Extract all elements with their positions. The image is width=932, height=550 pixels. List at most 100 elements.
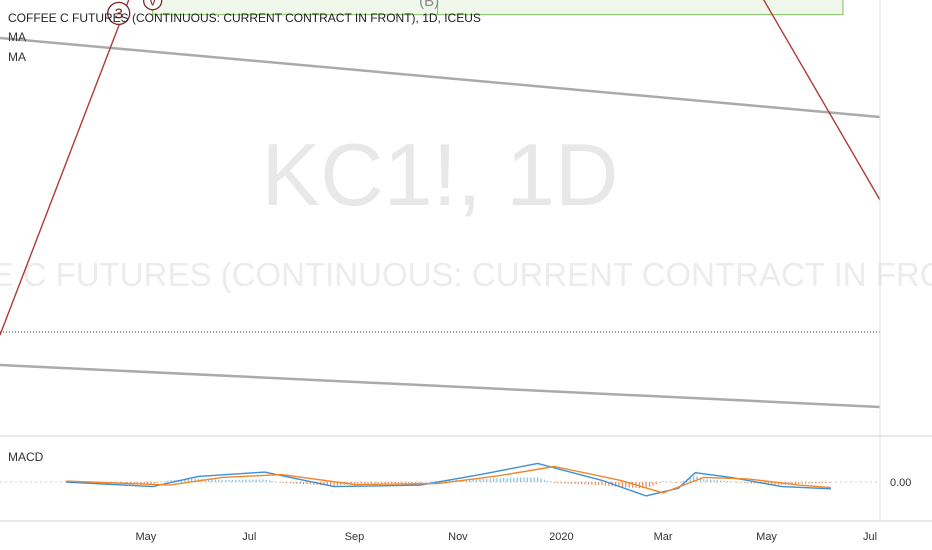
macd-hist-bar: [224, 479, 227, 482]
signal-line: [66, 465, 832, 494]
macd-hist-bar: [777, 482, 780, 485]
watermark-name: COFFEE C FUTURES (CONTINUOUS: CURRENT CO…: [0, 256, 932, 293]
wave-label-5: v: [149, 0, 156, 8]
time-tick-0: May: [135, 531, 156, 543]
legend-ma-1[interactable]: MA: [8, 30, 26, 44]
macd-hist-bar: [570, 482, 573, 484]
macd-hist-bar: [628, 482, 630, 488]
macd-hist-bar: [211, 479, 213, 482]
wave-marker-circle-5: [143, 0, 163, 11]
wave-lines: [0, 0, 881, 336]
wave-label-4: 3: [115, 6, 123, 23]
macd-hist-bar: [357, 482, 359, 484]
macd-hist-bar: [238, 479, 240, 482]
macd-hist-bar: [665, 481, 668, 483]
macd-hist-bar: [245, 479, 247, 482]
macd-hist-bar: [292, 482, 295, 484]
macd-hist-bar: [313, 482, 315, 485]
macd-hist-bar: [323, 482, 325, 486]
macd-hist-bar: [187, 479, 189, 482]
zone-lower: [152, 0, 844, 16]
macd-hist-bar: [214, 479, 217, 482]
macd-hist-bar: [231, 479, 233, 482]
macd-hist-bar: [703, 479, 705, 482]
legend-ma-2[interactable]: MA: [8, 50, 26, 64]
macd-hist-bar: [601, 482, 603, 486]
macd-hist-bar: [709, 479, 712, 482]
macd-hist-bar: [397, 482, 400, 484]
macd-hist-bar: [587, 482, 590, 485]
macd-hist-bar: [163, 481, 166, 482]
time-tick-1: Jul: [242, 531, 256, 543]
macd-hist-bar: [418, 482, 420, 484]
macd-hist-bar: [167, 480, 169, 482]
macd-hist-bar: [696, 476, 698, 482]
macd-hist-bar: [130, 482, 132, 484]
macd-hist-bar: [286, 482, 288, 484]
macd-hist-bar: [306, 482, 308, 485]
macd-hist-bar: [140, 482, 142, 484]
macd-hist-bar: [421, 482, 423, 483]
macd-hist-bar: [241, 479, 244, 482]
watermark-symbol: KC1!, 1D: [261, 125, 618, 224]
macd-hist-bar: [743, 482, 746, 483]
macd-hist-bar: [798, 482, 800, 484]
macd-hist-bar: [146, 482, 149, 484]
macd-hist-bar: [414, 482, 417, 484]
macd-hist-bar: [333, 482, 335, 486]
macd-hist-bar: [465, 479, 467, 482]
macd-hist-bar: [577, 482, 579, 485]
macd-hist-bar: [309, 482, 311, 485]
macd-hist-bar: [750, 482, 752, 484]
channel-lines: [0, 36, 881, 409]
macd-hist-bar: [479, 479, 481, 482]
macd-hist-bar: [591, 482, 593, 485]
macd-hist-bar: [482, 478, 484, 482]
macd-hist-bar: [150, 482, 152, 484]
macd-hist-bar: [818, 482, 820, 484]
macd-hist-bar: [289, 482, 291, 484]
macd-hist-bar: [737, 482, 739, 483]
macd-hist-bar: [360, 482, 362, 484]
macd-hist-bar: [669, 481, 671, 483]
macd-hist-bar: [682, 480, 685, 482]
macd-line: [66, 462, 832, 497]
macd-hist-bar: [299, 482, 301, 484]
macd-hist-bar: [638, 482, 640, 489]
macd-hist-bar: [648, 482, 651, 488]
macd-hist-bar: [408, 482, 410, 484]
macd-hist-bar: [516, 477, 518, 482]
macd-hist-bar: [367, 482, 369, 484]
macd-hist-bar: [543, 479, 545, 482]
macd-hist-bar: [754, 482, 756, 484]
macd-hist-bar: [828, 482, 830, 484]
macd-hist-bar: [581, 482, 583, 485]
macd-hist-bar: [791, 482, 793, 485]
time-tick-5: Mar: [654, 531, 673, 543]
macd-hist-bar: [350, 482, 352, 484]
macd-hist-bar: [340, 482, 342, 486]
macd-hist-bar: [184, 479, 186, 482]
macd-hist-bar: [574, 482, 576, 484]
macd-hist-bar: [275, 481, 278, 483]
macd-hist-bar: [771, 482, 773, 485]
macd-hist-bar: [394, 482, 396, 484]
wave-annotations: 4(C)(A)(B)3vBAiii(ii)(i)(iv)(iii)(v)iii: [107, 0, 439, 26]
macd-hist-bar: [330, 482, 332, 486]
macd-hist-bar: [567, 482, 569, 484]
macd-hist-bar: [126, 482, 128, 484]
macd-hist-bar: [825, 482, 827, 484]
macd-hist-bar: [374, 482, 376, 484]
macd-hist-bar: [540, 478, 542, 482]
time-axis[interactable]: May Jul Sep Nov 2020 Mar May Jul: [135, 531, 877, 543]
macd-hist-bar: [557, 482, 559, 484]
macd-hist-bar: [208, 479, 210, 482]
macd-label: MACD: [8, 450, 44, 464]
macd-hist-bar: [509, 477, 512, 482]
macd-hist-bar: [530, 477, 532, 482]
macd-hist-bar: [302, 482, 305, 485]
macd-hist-bar: [730, 481, 732, 482]
macd-hist-bar: [133, 482, 135, 484]
